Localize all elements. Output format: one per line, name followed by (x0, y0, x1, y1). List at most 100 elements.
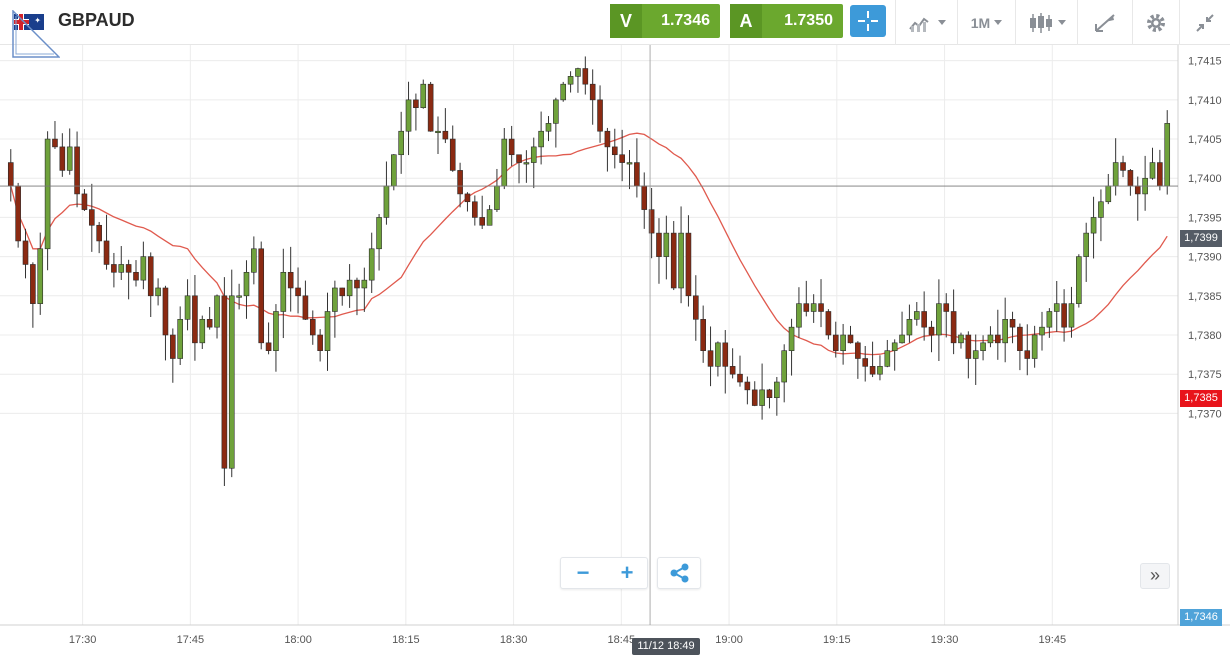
candle-body (184, 295, 191, 320)
candle-body (663, 232, 670, 257)
candle-body (516, 154, 522, 163)
candle (258, 241, 265, 350)
candle-body (30, 264, 36, 304)
candle-body (1164, 123, 1171, 187)
buy-button[interactable]: A 1.7350 (730, 4, 843, 38)
candle (611, 128, 618, 169)
candle (825, 309, 832, 340)
candle (1068, 286, 1075, 338)
candle-body (22, 240, 29, 265)
candle-body (354, 279, 360, 289)
candle-body (1053, 303, 1060, 312)
candle-body (545, 123, 552, 132)
sell-button[interactable]: V 1.7346 (610, 4, 720, 38)
candle-body (214, 295, 220, 328)
zoom-out-button[interactable]: − (576, 560, 590, 585)
buy-price-tag: 1,7346 (1180, 609, 1222, 626)
candle (862, 345, 869, 382)
collapse-button[interactable] (1179, 0, 1230, 45)
candle (575, 67, 581, 93)
price-tick-label: 1,7370 (1188, 408, 1222, 420)
candle (155, 278, 161, 306)
price-chart[interactable]: 1,7415 1,7410 1,7405 1,7400 1,7395 1,7390 1,73… (0, 45, 1230, 657)
candle-body (494, 185, 500, 210)
candle-body (265, 342, 272, 351)
candle-body (737, 373, 743, 383)
candle-body (1134, 185, 1141, 195)
timeframe-dropdown[interactable]: 1M (957, 0, 1015, 45)
candle-body (457, 170, 463, 195)
price-tick-label: 1,7385 (1188, 291, 1222, 303)
candle-body (449, 138, 456, 171)
candle (538, 111, 544, 165)
candle-body (243, 271, 250, 297)
candle-body (832, 334, 839, 351)
zoom-in-button[interactable]: + (620, 560, 634, 585)
candle (670, 221, 677, 291)
candle (214, 294, 220, 339)
candle-body (383, 185, 390, 218)
candle (22, 228, 29, 279)
candle (847, 325, 854, 344)
candle (1090, 196, 1097, 259)
candle-body (965, 334, 972, 359)
candle (243, 260, 250, 319)
gb-flag-icon: ✦ (14, 14, 44, 30)
candle (88, 183, 95, 252)
current-price-tag: 1,7399 (1180, 230, 1222, 247)
candle-body (44, 138, 51, 250)
candle (44, 131, 51, 271)
candle (545, 116, 552, 142)
candle-body (479, 217, 485, 226)
crosshair-button[interactable] (850, 5, 886, 37)
candle (796, 287, 802, 339)
candle-body (405, 99, 412, 132)
candle-body (125, 264, 132, 273)
candle (295, 267, 301, 314)
draw-tool-button[interactable] (1077, 0, 1132, 45)
candle (869, 341, 876, 378)
candle-body (192, 295, 198, 344)
candle-body (877, 366, 883, 375)
candle (184, 279, 191, 331)
candle-body (147, 256, 154, 297)
candle (906, 304, 913, 343)
scroll-to-end-button[interactable]: » (1140, 563, 1170, 589)
candle (221, 277, 228, 486)
candle-body (81, 193, 88, 210)
candle (472, 195, 478, 226)
chart-type-button[interactable] (895, 0, 957, 45)
candle-body (501, 138, 508, 187)
candle (626, 149, 633, 190)
candlestick-button[interactable] (1015, 0, 1077, 45)
candle-body (670, 232, 677, 289)
candle (118, 246, 125, 281)
candle-body (678, 232, 684, 289)
candle (936, 279, 942, 362)
candle (877, 355, 883, 381)
candle-body (133, 271, 139, 281)
candle-body (508, 138, 515, 156)
share-icon (670, 563, 689, 583)
candle (707, 326, 714, 387)
candle (1142, 155, 1148, 211)
candle (604, 127, 611, 172)
candle-body (869, 366, 876, 375)
time-tick-label: 19:15 (823, 634, 851, 646)
candle-body (273, 311, 279, 351)
candle-body (295, 287, 301, 297)
candle-body (206, 319, 213, 328)
candle (30, 262, 36, 328)
candle-body (435, 130, 441, 134)
candle (663, 215, 670, 280)
candle-body (1046, 311, 1053, 328)
candle-body (582, 68, 589, 85)
corner-triangle-icon (12, 10, 60, 58)
candle (66, 128, 73, 175)
candle-body (972, 350, 979, 359)
price-tick-label: 1,7395 (1188, 212, 1222, 224)
settings-button[interactable] (1132, 0, 1179, 45)
candle-body (74, 146, 80, 195)
share-button[interactable] (657, 557, 701, 589)
candle (913, 302, 920, 326)
